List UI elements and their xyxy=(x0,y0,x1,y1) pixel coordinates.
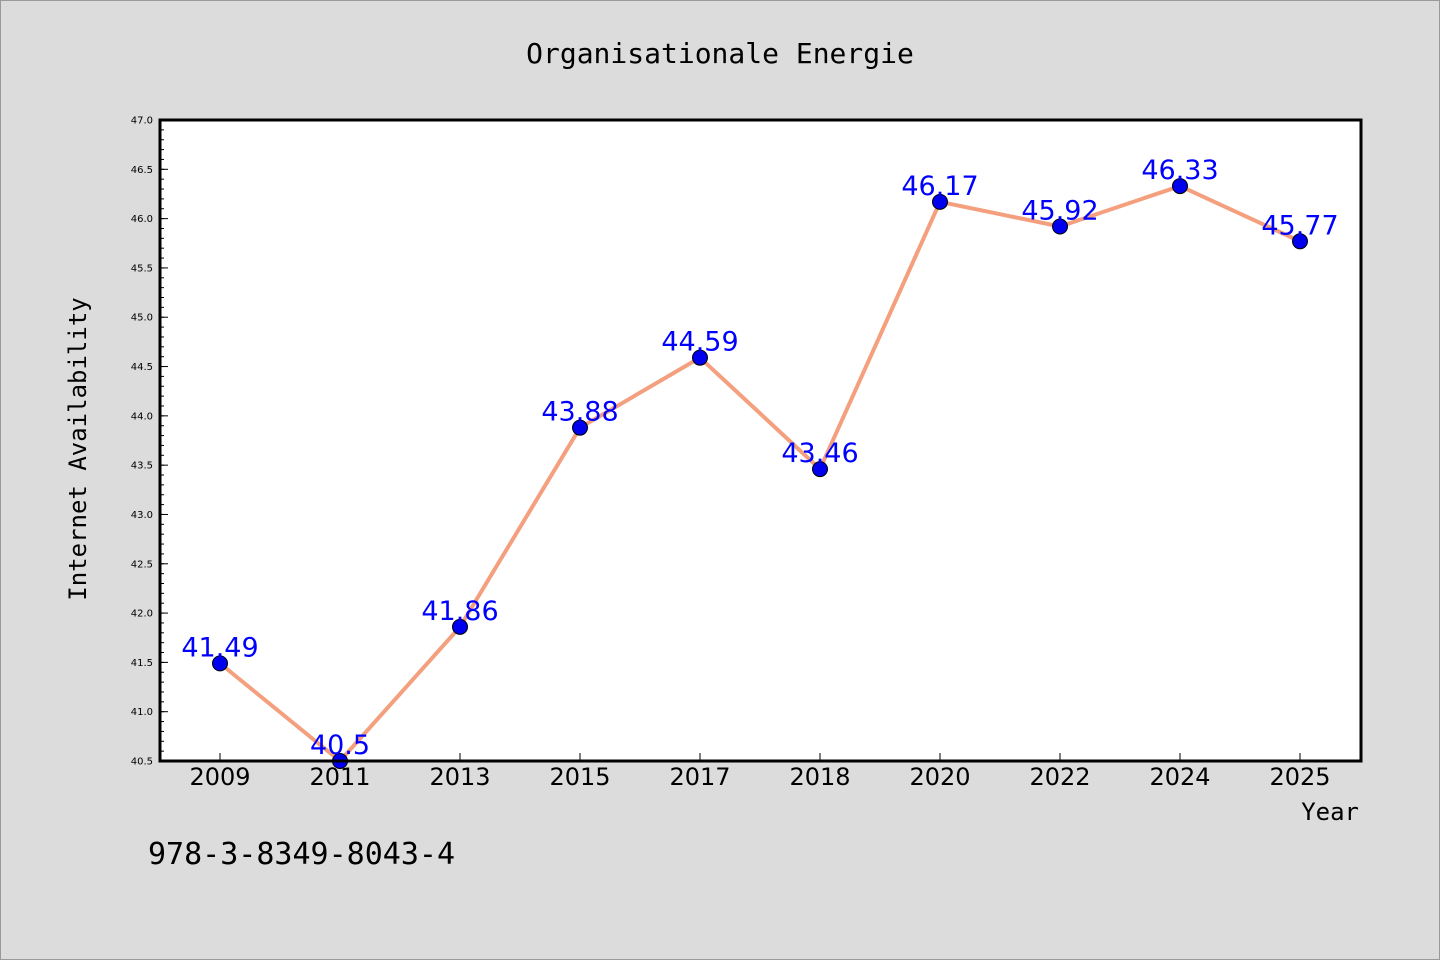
y-tick-label: 42.5 xyxy=(131,559,153,570)
x-tick-label: 2020 xyxy=(909,763,970,791)
data-label: 43.88 xyxy=(541,397,618,428)
data-point xyxy=(1292,233,1308,250)
data-point xyxy=(1052,218,1068,235)
data-point xyxy=(212,655,228,672)
data-labels-group: 41.49 40.5 41.86 43.88 44.59 43.46 46.17 45.92 4… xyxy=(181,155,1338,761)
x-tick-label: 2025 xyxy=(1269,763,1330,791)
y-tick-label: 44.0 xyxy=(131,411,153,422)
y-tick-label: 46.0 xyxy=(131,214,153,225)
data-label: 46.17 xyxy=(901,171,978,202)
data-point xyxy=(812,461,828,478)
y-tick-label: 44.5 xyxy=(131,362,153,373)
data-point xyxy=(572,419,588,436)
y-tick-label: 41.5 xyxy=(131,658,153,669)
data-label: 45.92 xyxy=(1021,196,1098,227)
data-point xyxy=(692,349,708,366)
data-point xyxy=(1172,178,1188,195)
data-label: 40.5 xyxy=(310,730,370,761)
data-label: 45.77 xyxy=(1261,210,1338,241)
y-axis-label: Internet Availability xyxy=(64,297,92,600)
x-tick-label: 2013 xyxy=(429,763,490,791)
x-axis: 2009 2011 2013 2015 2017 2018 2020 2022 2024 2025 xyxy=(189,753,1331,791)
data-point xyxy=(452,618,468,635)
data-label: 43.46 xyxy=(781,438,858,469)
x-tick-label: 2017 xyxy=(669,763,730,791)
x-axis-label: Year xyxy=(1301,798,1359,826)
y-tick-label: 40.5 xyxy=(131,757,153,768)
y-tick-label: 43.0 xyxy=(131,510,153,521)
chart-title: Organisationale Energie xyxy=(526,37,914,70)
series-group xyxy=(212,178,1308,769)
y-tick-label: 46.5 xyxy=(131,165,153,176)
plot-area xyxy=(160,120,1361,761)
series-line xyxy=(218,184,1301,763)
x-tick-label: 2015 xyxy=(549,763,610,791)
isbn-text: 978-3-8349-8043-4 xyxy=(148,837,455,872)
y-tick-label: 45.5 xyxy=(131,263,153,274)
plot-border xyxy=(158,118,1363,763)
x-tick-label: 2009 xyxy=(189,763,250,791)
y-tick-label: 45.0 xyxy=(131,313,153,324)
data-point xyxy=(932,193,948,210)
y-tick-label: 47.0 xyxy=(131,116,153,127)
x-tick-label: 2024 xyxy=(1149,763,1210,791)
data-label: 46.33 xyxy=(1141,155,1218,186)
x-tick-label: 2018 xyxy=(789,763,850,791)
x-tick-label: 2022 xyxy=(1029,763,1090,791)
data-label: 41.86 xyxy=(421,596,498,627)
data-label: 41.49 xyxy=(181,632,258,663)
y-tick-label: 42.0 xyxy=(131,609,153,620)
data-label: 44.59 xyxy=(661,327,738,358)
y-tick-label: 41.0 xyxy=(131,707,153,718)
y-tick-label: 43.5 xyxy=(131,461,153,472)
